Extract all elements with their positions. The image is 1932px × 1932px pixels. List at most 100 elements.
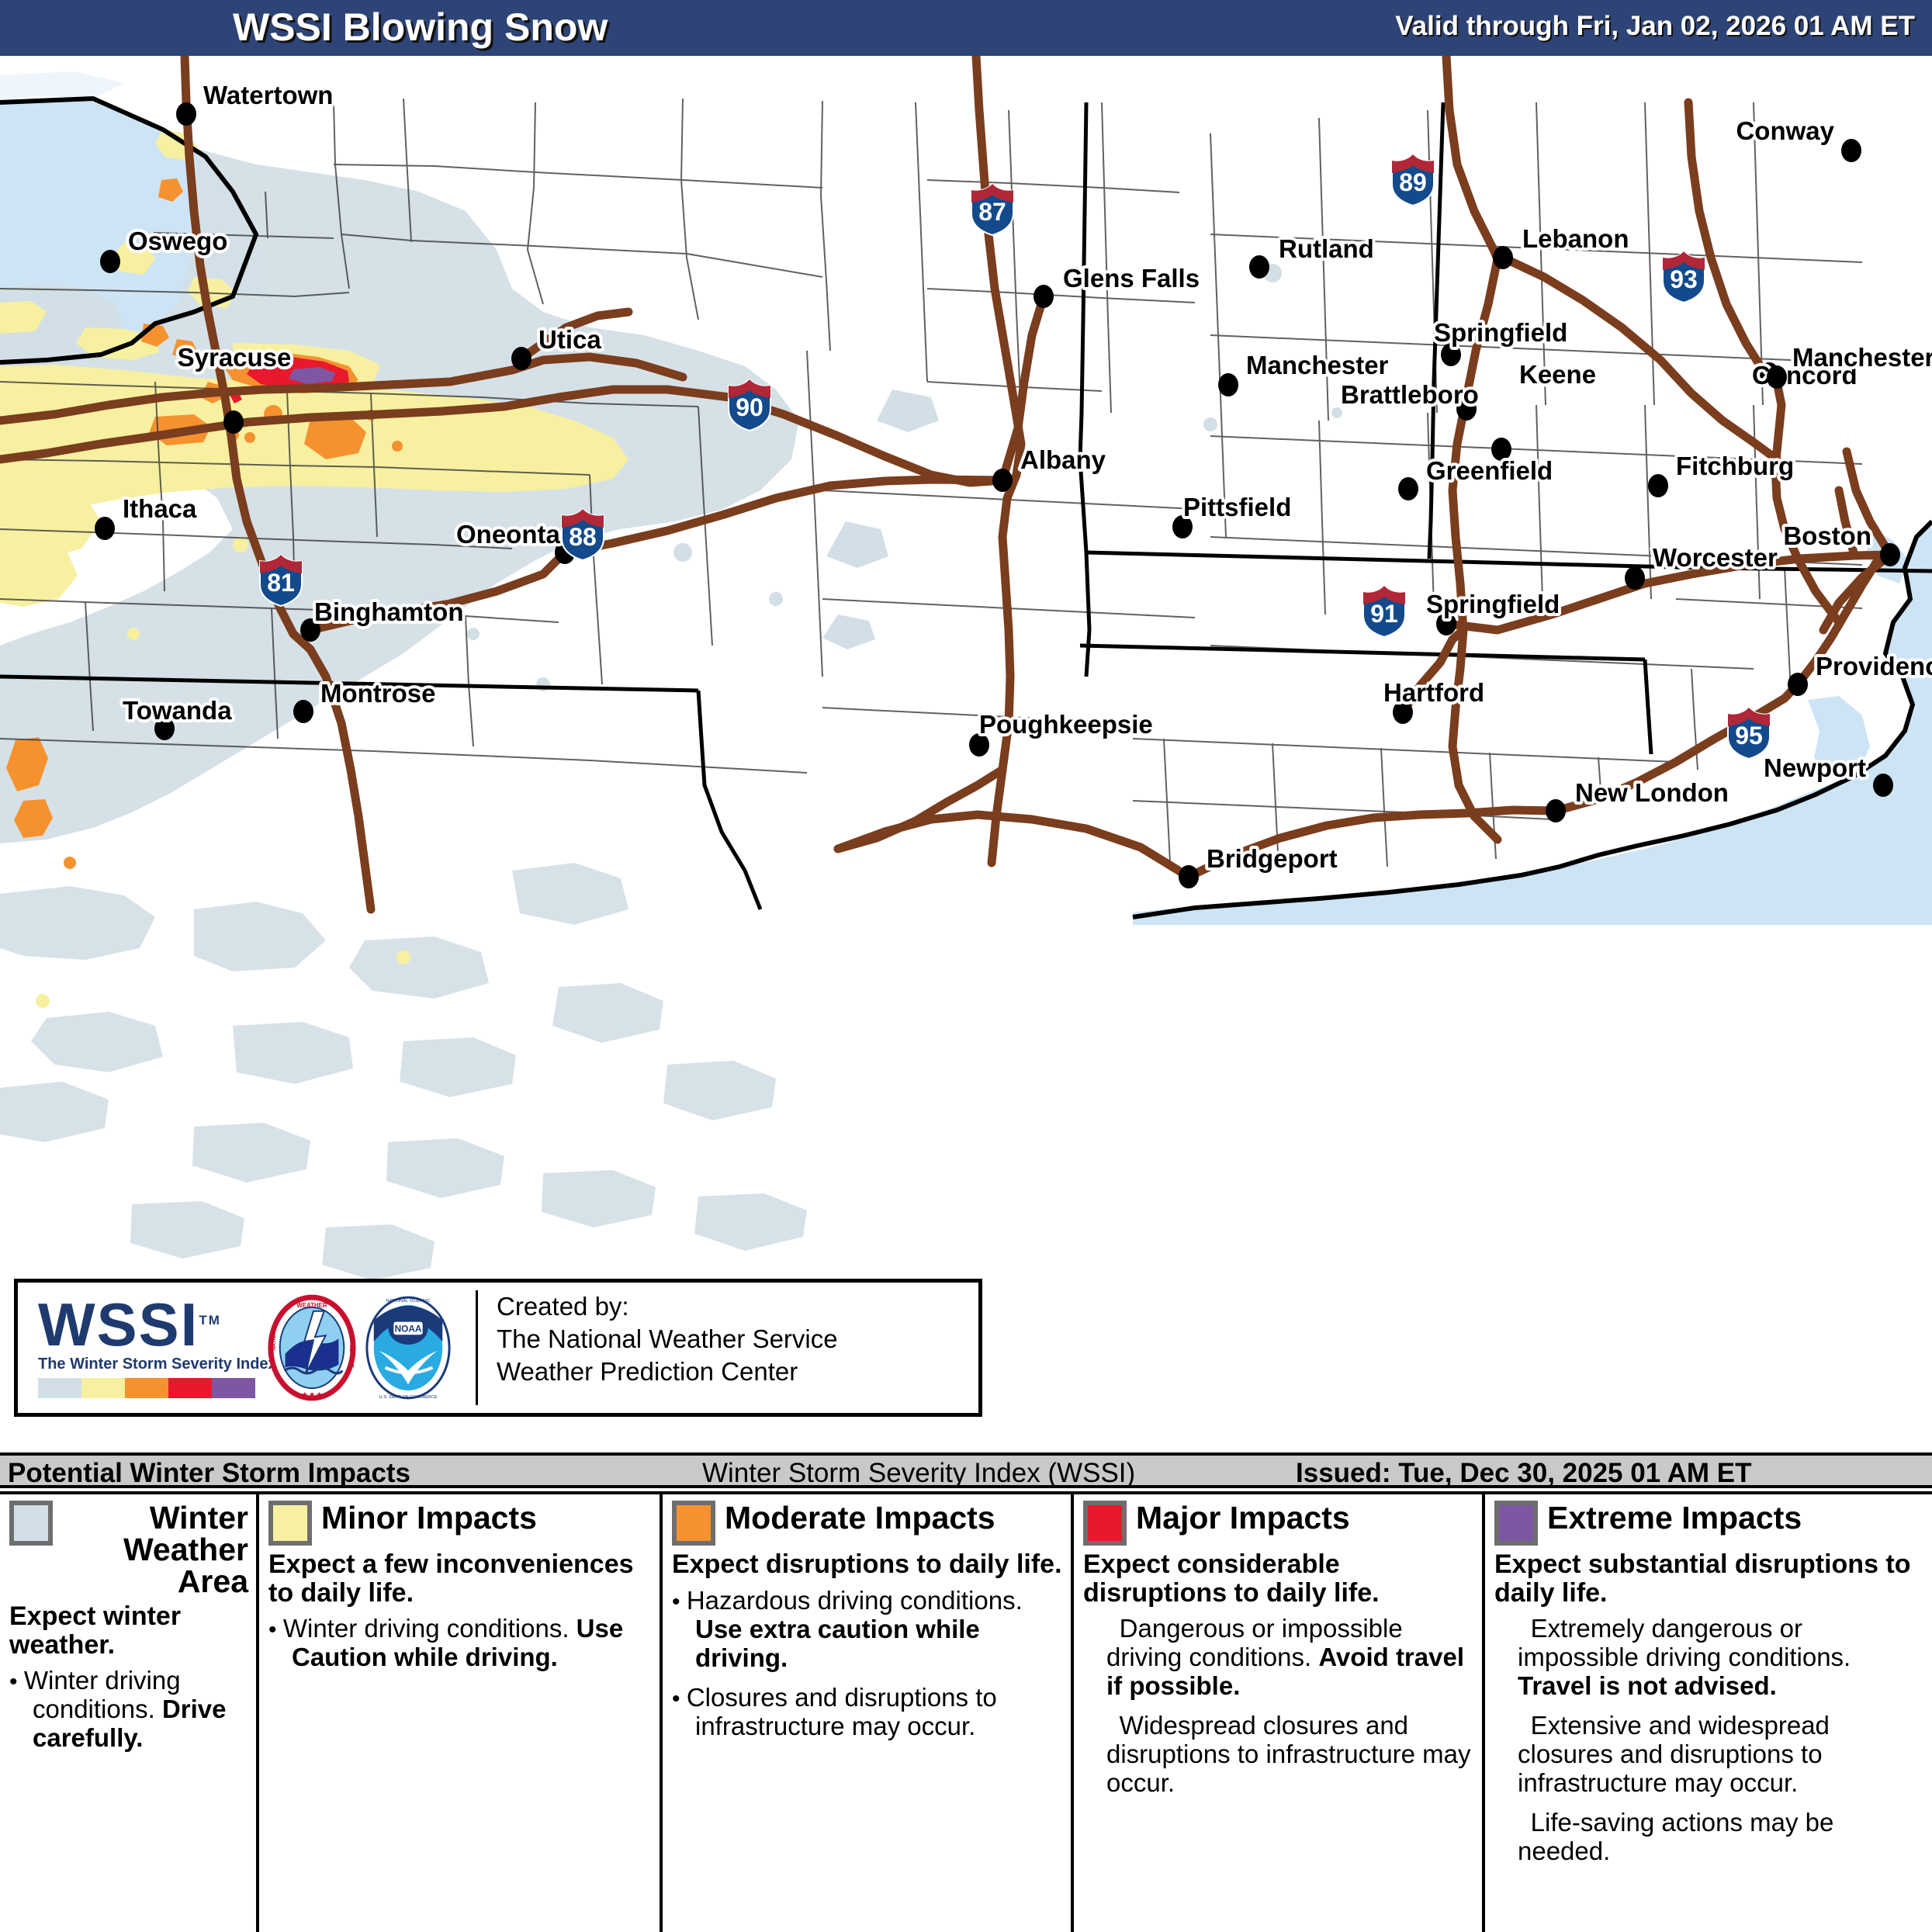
city-label: Towanda — [123, 696, 232, 725]
city-label: Binghamton — [314, 597, 463, 626]
city-label: Brattleboro — [1341, 380, 1479, 409]
interstate-shield-88: 88 — [559, 507, 607, 562]
legend-bullet-list: Dangerous or impossible driving conditio… — [1083, 1614, 1474, 1798]
legend-bullet-list: • Winter driving conditions. Use Caution… — [268, 1614, 652, 1672]
city-label: Ithaca — [123, 494, 197, 523]
city-dot — [176, 102, 196, 126]
city-label: Greenfield — [1426, 456, 1553, 485]
legend-bullet: Dangerous or impossible driving conditio… — [1083, 1614, 1474, 1701]
legend-head: Extreme Impacts — [1494, 1501, 1921, 1546]
city-label: Keene — [1519, 360, 1596, 389]
wssi-wordmark: WSSITM — [38, 1290, 221, 1359]
city-label: New London — [1575, 778, 1729, 807]
city-dot — [1398, 477, 1418, 500]
bullet-text: Winter driving conditions. — [23, 1666, 181, 1724]
bullet-emphasis: Drive carefully. — [33, 1695, 227, 1753]
legend-title: Extreme Impacts — [1547, 1500, 1802, 1536]
legend-column-minor-impacts: Minor Impacts Expect a few inconveniences… — [259, 1494, 663, 1932]
legend-title: Moderate Impacts — [725, 1500, 995, 1536]
bullet-text: Extensive and widespread closures and di… — [1518, 1711, 1830, 1798]
interstate-number: 95 — [1735, 722, 1763, 750]
wssi-color-chips — [38, 1377, 255, 1398]
page-title: WSSI Blowing Snow — [233, 5, 608, 49]
bullet-marker: • — [672, 1685, 687, 1712]
bullet-text: Extremely dangerous or impossible drivin… — [1518, 1614, 1851, 1672]
city-label: Rutland — [1279, 234, 1374, 263]
city-dot — [1648, 474, 1668, 497]
interstate-shield-95: 95 — [1725, 706, 1773, 760]
city-dot — [1436, 612, 1456, 635]
bullet-marker — [1518, 1811, 1531, 1837]
city-label: Newport — [1764, 753, 1866, 782]
legend-bullet-list: • Winter driving conditions. Drive caref… — [9, 1666, 248, 1753]
city-label: Oswego — [128, 227, 227, 255]
status-middle-label: Winter Storm Severity Index (WSSI) — [702, 1458, 1136, 1488]
legend-lead-text: Expect winter weather. — [9, 1601, 182, 1660]
bullet-emphasis: Travel is not advised. — [1518, 1671, 1777, 1701]
bullet-emphasis: Avoid travel if possible. — [1106, 1643, 1464, 1701]
city-dot — [511, 347, 531, 370]
status-left-label: Potential Winter Storm Impacts — [8, 1458, 410, 1488]
valid-through-text: Valid through Fri, Jan 02, 2026 01 AM ET — [1395, 11, 1915, 41]
city-dot — [1873, 774, 1893, 797]
interstate-shield-89: 89 — [1389, 153, 1437, 207]
wssi-wordmark-block: WSSITM The Winter Storm Severity Index — [18, 1290, 277, 1398]
city-label: Worcester — [1653, 543, 1778, 572]
city-dot — [100, 250, 120, 273]
legend-title: Major Impacts — [1136, 1500, 1350, 1536]
city-dot — [1034, 285, 1054, 308]
bullet-marker — [1518, 1617, 1531, 1643]
city-label: Hartford — [1383, 678, 1484, 707]
city-dot — [969, 733, 989, 757]
city-dot — [1546, 799, 1566, 822]
city-dot — [1249, 255, 1269, 279]
city-label: Lebanon — [1522, 224, 1629, 253]
city-markers: Watertown Conway Rutland Lebanon Oswego Glens… — [95, 78, 1932, 888]
city-dot — [1767, 365, 1787, 389]
city-label: Poughkeepsie — [979, 710, 1153, 739]
legend-swatch — [9, 1501, 53, 1546]
city-dot — [293, 700, 313, 723]
chip-major — [168, 1377, 212, 1398]
interstate-number: 93 — [1670, 265, 1698, 293]
created-by-line-3: Weather Prediction Center — [497, 1357, 798, 1387]
city-label: Springfield — [1434, 318, 1567, 347]
legend-head: Minor Impacts — [268, 1501, 652, 1546]
legend-bullet: • Closures and disruptions to infrastruc… — [672, 1683, 1063, 1741]
bullet-text: Winter driving conditions. — [282, 1614, 576, 1643]
legend-head: Moderate Impacts — [672, 1501, 1063, 1546]
weather-map[interactable]: Watertown Conway Rutland Lebanon Oswego Glens… — [0, 56, 1932, 1452]
city-label: Manchester — [1246, 351, 1389, 379]
interstate-shield-93: 93 — [1660, 250, 1708, 304]
city-dot — [1456, 397, 1477, 421]
interstate-number: 81 — [267, 569, 295, 597]
city-label: Oneonta — [456, 520, 560, 549]
city-label: Pittsfield — [1183, 493, 1291, 521]
city-dot — [992, 469, 1013, 492]
bullet-marker — [1106, 1714, 1120, 1740]
bullet-emphasis: Use Caution while driving. — [292, 1614, 624, 1672]
legend-bullet-list: • Hazardous driving conditions. Use extr… — [672, 1586, 1063, 1741]
svg-text:★ ★ ★: ★ ★ ★ — [302, 1391, 322, 1398]
bullet-text: Widespread closures and disruptions to i… — [1106, 1711, 1471, 1798]
status-bar: Potential Winter Storm Impacts Winter St… — [0, 1452, 1932, 1488]
city-dot — [1625, 566, 1645, 590]
svg-text:NOAA: NOAA — [395, 1323, 422, 1334]
bullet-marker: • — [9, 1669, 24, 1695]
legend-bullet: Extensive and widespread closures and di… — [1494, 1711, 1921, 1798]
legend-head: Major Impacts — [1083, 1501, 1474, 1546]
highways — [0, 56, 1895, 914]
city-label: Watertown — [203, 81, 333, 109]
city-dot — [223, 410, 244, 434]
legend-lead-text: Expect substantial disruptions to daily … — [1494, 1549, 1911, 1608]
wssi-extreme-areas — [289, 367, 335, 384]
legend-title: Winter Weather Area — [123, 1500, 248, 1599]
city-label: Utica — [538, 325, 601, 354]
city-dot — [1393, 701, 1413, 724]
agency-seals: WEATHER ★ ★ ★ NATIONAL SERVICE NOAA NATI… — [266, 1293, 454, 1402]
interstate-number: 90 — [736, 393, 763, 421]
interstate-shield-90: 90 — [725, 378, 774, 432]
bullet-text: Dangerous or impossible driving conditio… — [1106, 1614, 1403, 1672]
city-label: Providence — [1816, 652, 1932, 680]
city-dot — [95, 517, 115, 540]
